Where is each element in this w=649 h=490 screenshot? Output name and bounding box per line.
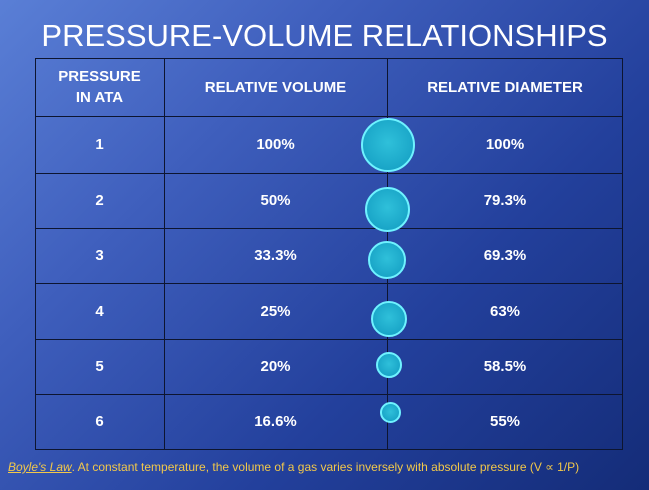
row-5-pressure: 5 [95, 358, 104, 375]
row-6-pressure: 6 [95, 413, 104, 430]
table-border-top [35, 58, 623, 59]
gas-bubble-4atm [371, 301, 407, 337]
gas-bubble-6atm [380, 402, 401, 423]
row-4-pressure: 4 [95, 302, 104, 320]
gas-bubble-5atm [376, 352, 402, 378]
header-pressure: PRESSURE IN ATA [35, 58, 164, 116]
row-4-volume: 25% [260, 302, 291, 320]
table-border-right [622, 58, 623, 450]
gas-bubble-1atm [361, 118, 415, 172]
row-2-volume: 50% [260, 192, 291, 209]
row-5-volume: 20% [260, 358, 291, 375]
boyles-law-link: Boyle's Law [8, 460, 72, 474]
row-6-volume: 16.6% [254, 413, 297, 430]
table-row-divider [35, 116, 623, 117]
gas-bubble-2atm [365, 187, 410, 232]
header-relative-volume: RELATIVE VOLUME [204, 78, 347, 96]
header-relative-diameter: RELATIVE DIAMETER [427, 78, 583, 96]
caption-text: . At constant temperature, the volume of… [71, 460, 580, 474]
table-row-divider [35, 394, 623, 395]
row-6-diameter: 55% [489, 413, 521, 430]
row-3-diameter: 69.3% [483, 247, 527, 264]
row-5-diameter: 58.5% [483, 358, 527, 375]
gas-bubble-3atm [368, 241, 406, 279]
row-3-volume: 33.3% [254, 247, 297, 264]
row-4-diameter: 63% [489, 302, 521, 320]
table-column-divider [164, 58, 165, 450]
table-border-bottom [35, 449, 623, 450]
table-border-left [35, 58, 36, 450]
table-row-divider [35, 283, 623, 284]
row-1-diameter: 100% [485, 136, 525, 153]
header-pressure-line2: IN ATA [75, 89, 124, 106]
header-pressure-line1: PRESSURE [58, 68, 141, 85]
row-3-pressure: 3 [95, 247, 104, 264]
pressure-volume-table: PRESSURE IN ATA RELATIVE VOLUME RELATIVE… [35, 58, 623, 450]
row-2-pressure: 2 [95, 192, 104, 209]
table-row-divider [35, 173, 623, 174]
page-title: PRESSURE-VOLUME RELATIONSHIPS [41, 18, 608, 53]
table-row-divider [35, 339, 623, 340]
table-row-divider [35, 228, 623, 229]
row-1-volume: 100% [256, 136, 295, 153]
boyles-law-caption: Boyle's Law. At constant temperature, th… [8, 460, 579, 474]
row-2-diameter: 79.3% [483, 192, 527, 209]
row-1-pressure: 1 [95, 136, 104, 153]
